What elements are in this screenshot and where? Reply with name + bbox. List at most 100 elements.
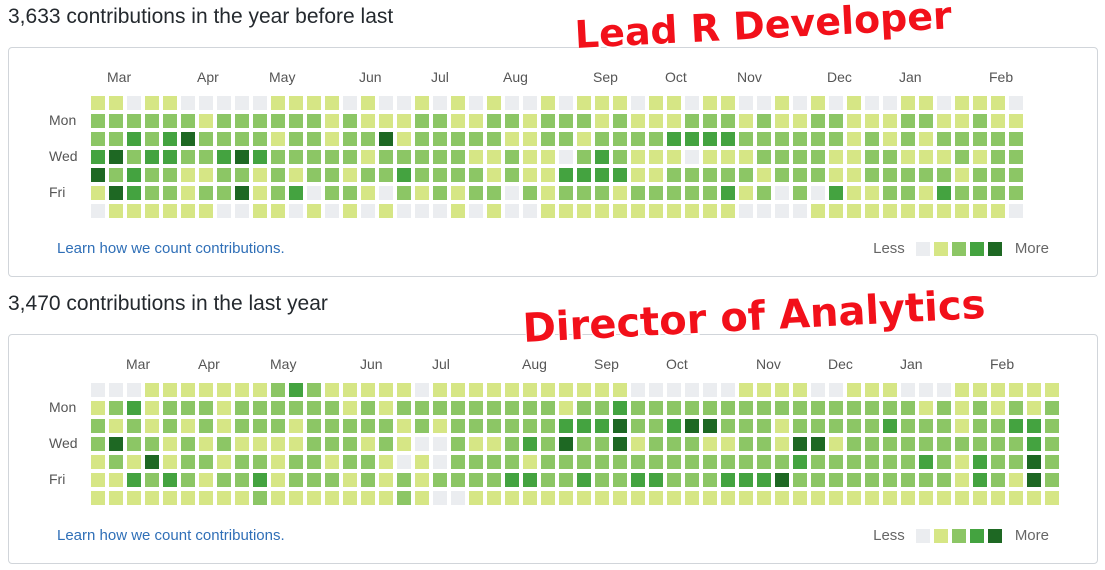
day-cell[interactable] bbox=[955, 204, 969, 218]
day-cell[interactable] bbox=[451, 455, 465, 469]
day-cell[interactable] bbox=[145, 96, 159, 110]
day-cell[interactable] bbox=[505, 132, 519, 146]
day-cell[interactable] bbox=[631, 473, 645, 487]
day-cell[interactable] bbox=[865, 401, 879, 415]
day-cell[interactable] bbox=[703, 437, 717, 451]
day-cell[interactable] bbox=[937, 186, 951, 200]
day-cell[interactable] bbox=[289, 132, 303, 146]
day-cell[interactable] bbox=[181, 150, 195, 164]
day-cell[interactable] bbox=[613, 473, 627, 487]
day-cell[interactable] bbox=[721, 114, 735, 128]
day-cell[interactable] bbox=[793, 114, 807, 128]
day-cell[interactable] bbox=[415, 401, 429, 415]
day-cell[interactable] bbox=[379, 132, 393, 146]
day-cell[interactable] bbox=[757, 419, 771, 433]
day-cell[interactable] bbox=[91, 204, 105, 218]
day-cell[interactable] bbox=[199, 204, 213, 218]
day-cell[interactable] bbox=[1009, 186, 1023, 200]
day-cell[interactable] bbox=[883, 455, 897, 469]
day-cell[interactable] bbox=[577, 491, 591, 505]
day-cell[interactable] bbox=[721, 383, 735, 397]
day-cell[interactable] bbox=[91, 437, 105, 451]
day-cell[interactable] bbox=[523, 437, 537, 451]
day-cell[interactable] bbox=[811, 473, 825, 487]
day-cell[interactable] bbox=[1045, 491, 1059, 505]
day-cell[interactable] bbox=[1009, 114, 1023, 128]
day-cell[interactable] bbox=[721, 473, 735, 487]
day-cell[interactable] bbox=[451, 150, 465, 164]
day-cell[interactable] bbox=[793, 132, 807, 146]
day-cell[interactable] bbox=[559, 437, 573, 451]
day-cell[interactable] bbox=[577, 96, 591, 110]
day-cell[interactable] bbox=[451, 114, 465, 128]
day-cell[interactable] bbox=[559, 132, 573, 146]
day-cell[interactable] bbox=[91, 186, 105, 200]
day-cell[interactable] bbox=[469, 150, 483, 164]
day-cell[interactable] bbox=[1027, 419, 1041, 433]
day-cell[interactable] bbox=[613, 383, 627, 397]
day-cell[interactable] bbox=[397, 96, 411, 110]
day-cell[interactable] bbox=[343, 419, 357, 433]
day-cell[interactable] bbox=[541, 419, 555, 433]
day-cell[interactable] bbox=[577, 437, 591, 451]
day-cell[interactable] bbox=[559, 150, 573, 164]
day-cell[interactable] bbox=[469, 473, 483, 487]
day-cell[interactable] bbox=[415, 132, 429, 146]
day-cell[interactable] bbox=[109, 401, 123, 415]
day-cell[interactable] bbox=[487, 473, 501, 487]
day-cell[interactable] bbox=[127, 168, 141, 182]
day-cell[interactable] bbox=[217, 150, 231, 164]
day-cell[interactable] bbox=[163, 473, 177, 487]
learn-how-we-count-link[interactable]: Learn how we count contributions. bbox=[57, 240, 285, 257]
day-cell[interactable] bbox=[595, 401, 609, 415]
day-cell[interactable] bbox=[163, 132, 177, 146]
day-cell[interactable] bbox=[991, 96, 1005, 110]
day-cell[interactable] bbox=[721, 204, 735, 218]
day-cell[interactable] bbox=[955, 491, 969, 505]
day-cell[interactable] bbox=[667, 114, 681, 128]
day-cell[interactable] bbox=[721, 168, 735, 182]
day-cell[interactable] bbox=[541, 114, 555, 128]
day-cell[interactable] bbox=[595, 150, 609, 164]
day-cell[interactable] bbox=[487, 96, 501, 110]
day-cell[interactable] bbox=[577, 455, 591, 469]
day-cell[interactable] bbox=[739, 168, 753, 182]
day-cell[interactable] bbox=[127, 437, 141, 451]
day-cell[interactable] bbox=[1009, 204, 1023, 218]
day-cell[interactable] bbox=[595, 491, 609, 505]
day-cell[interactable] bbox=[649, 132, 663, 146]
day-cell[interactable] bbox=[649, 114, 663, 128]
day-cell[interactable] bbox=[883, 491, 897, 505]
day-cell[interactable] bbox=[487, 455, 501, 469]
day-cell[interactable] bbox=[721, 401, 735, 415]
day-cell[interactable] bbox=[991, 150, 1005, 164]
day-cell[interactable] bbox=[325, 455, 339, 469]
day-cell[interactable] bbox=[415, 491, 429, 505]
day-cell[interactable] bbox=[721, 96, 735, 110]
day-cell[interactable] bbox=[235, 383, 249, 397]
day-cell[interactable] bbox=[469, 401, 483, 415]
day-cell[interactable] bbox=[505, 150, 519, 164]
day-cell[interactable] bbox=[1045, 383, 1059, 397]
day-cell[interactable] bbox=[973, 132, 987, 146]
day-cell[interactable] bbox=[199, 383, 213, 397]
day-cell[interactable] bbox=[829, 96, 843, 110]
day-cell[interactable] bbox=[757, 401, 771, 415]
day-cell[interactable] bbox=[883, 204, 897, 218]
day-cell[interactable] bbox=[793, 96, 807, 110]
day-cell[interactable] bbox=[127, 491, 141, 505]
day-cell[interactable] bbox=[289, 491, 303, 505]
day-cell[interactable] bbox=[361, 114, 375, 128]
day-cell[interactable] bbox=[127, 150, 141, 164]
day-cell[interactable] bbox=[469, 437, 483, 451]
day-cell[interactable] bbox=[343, 473, 357, 487]
day-cell[interactable] bbox=[1027, 401, 1041, 415]
day-cell[interactable] bbox=[667, 455, 681, 469]
day-cell[interactable] bbox=[631, 186, 645, 200]
day-cell[interactable] bbox=[775, 473, 789, 487]
day-cell[interactable] bbox=[343, 114, 357, 128]
day-cell[interactable] bbox=[955, 150, 969, 164]
day-cell[interactable] bbox=[955, 455, 969, 469]
day-cell[interactable] bbox=[271, 96, 285, 110]
day-cell[interactable] bbox=[937, 168, 951, 182]
